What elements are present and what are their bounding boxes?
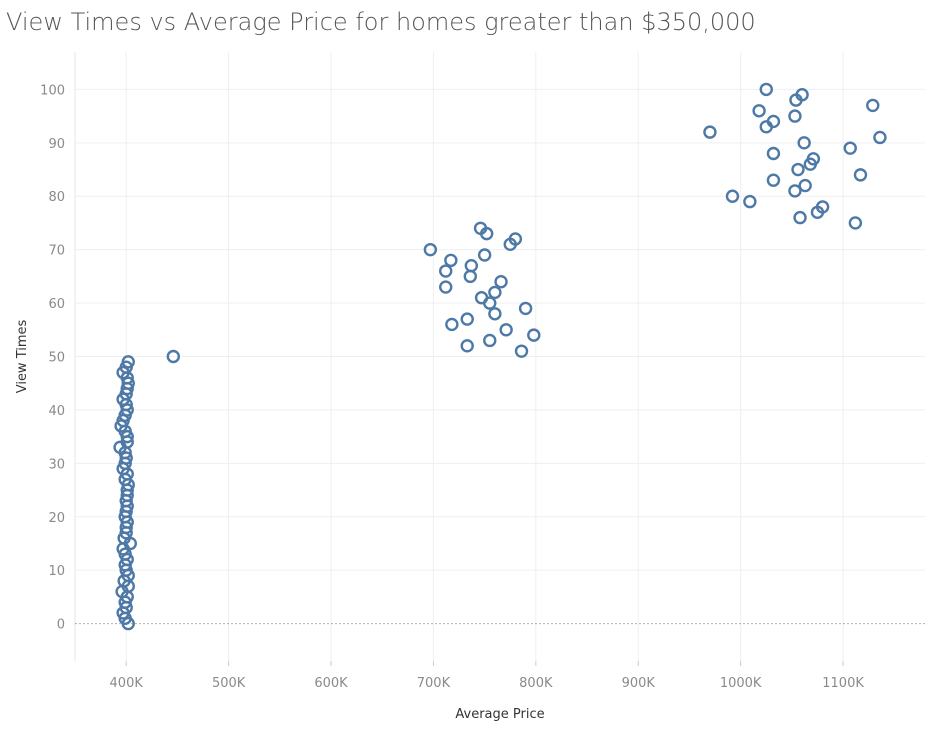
x-axis-ticks: 400K 500K 600K 700K 800K 900K 1000K 1100K [110,661,864,691]
data-point[interactable] [494,275,508,289]
data-point[interactable] [791,162,805,177]
data-point[interactable] [483,296,497,310]
data-point[interactable] [848,216,863,230]
data-point[interactable] [477,248,492,262]
data-point[interactable] [445,317,459,332]
y-axis-label: View Times [15,319,30,393]
x-tick-label: 600K [314,676,348,691]
y-tick-label: 0 [57,618,65,633]
data-point[interactable] [464,258,479,273]
data-point[interactable] [788,109,802,123]
data-point[interactable] [766,173,781,187]
y-tick-label: 70 [48,244,65,259]
data-point[interactable] [444,253,458,268]
data-point[interactable] [439,264,453,278]
data-point[interactable] [803,157,818,171]
y-axis-ticks: 0 10 20 30 40 50 60 70 80 90 100 [40,83,65,632]
x-tick-label: 1000K [720,676,762,691]
grid-lines [74,52,925,661]
data-point[interactable] [439,280,453,294]
data-point[interactable] [866,98,880,113]
data-point[interactable] [121,376,135,390]
data-point[interactable] [121,355,135,369]
data-point[interactable] [725,189,740,203]
data-point[interactable] [423,242,438,257]
y-tick-label: 100 [40,83,65,98]
y-tick-label: 80 [48,190,65,205]
y-tick-label: 30 [48,457,65,472]
y-tick-label: 40 [48,404,65,419]
data-point[interactable] [743,194,757,209]
y-tick-label: 90 [48,137,65,152]
y-tick-label: 20 [48,511,65,526]
data-points [113,82,887,631]
data-point[interactable] [797,136,811,150]
data-point[interactable] [788,184,802,198]
data-point[interactable] [488,307,502,321]
data-point[interactable] [789,93,803,107]
data-point[interactable] [853,168,868,182]
data-point[interactable] [119,451,133,465]
data-point[interactable] [503,237,517,252]
data-point[interactable] [873,130,887,145]
data-point[interactable] [166,349,181,364]
y-tick-label: 60 [48,297,65,312]
data-point[interactable] [843,141,857,155]
data-point[interactable] [460,339,474,353]
x-tick-label: 800K [519,676,553,691]
data-point[interactable] [483,333,497,348]
data-point[interactable] [460,312,474,326]
data-point[interactable] [463,269,478,284]
x-axis-label: Average Price [455,707,544,722]
x-tick-label: 500K [212,676,246,691]
data-point[interactable] [518,301,533,316]
data-point[interactable] [798,178,812,193]
data-point[interactable] [793,210,807,225]
data-point[interactable] [514,344,529,358]
data-point[interactable] [703,125,717,139]
x-tick-label: 1100K [822,676,864,691]
data-point[interactable] [810,205,825,219]
x-tick-label: 900K [622,676,656,691]
x-tick-label: 400K [110,676,144,691]
data-point[interactable] [488,285,502,300]
y-tick-label: 10 [48,564,65,579]
data-point[interactable] [479,226,494,241]
data-point[interactable] [759,120,773,134]
data-point[interactable] [766,146,781,161]
data-point[interactable] [759,82,773,97]
chart-title: View Times vs Average Price for homes gr… [6,8,756,36]
x-tick-label: 700K [417,676,451,691]
y-tick-label: 50 [48,351,65,366]
data-point[interactable] [499,323,513,337]
data-point[interactable] [527,328,541,342]
data-point[interactable] [752,104,766,118]
